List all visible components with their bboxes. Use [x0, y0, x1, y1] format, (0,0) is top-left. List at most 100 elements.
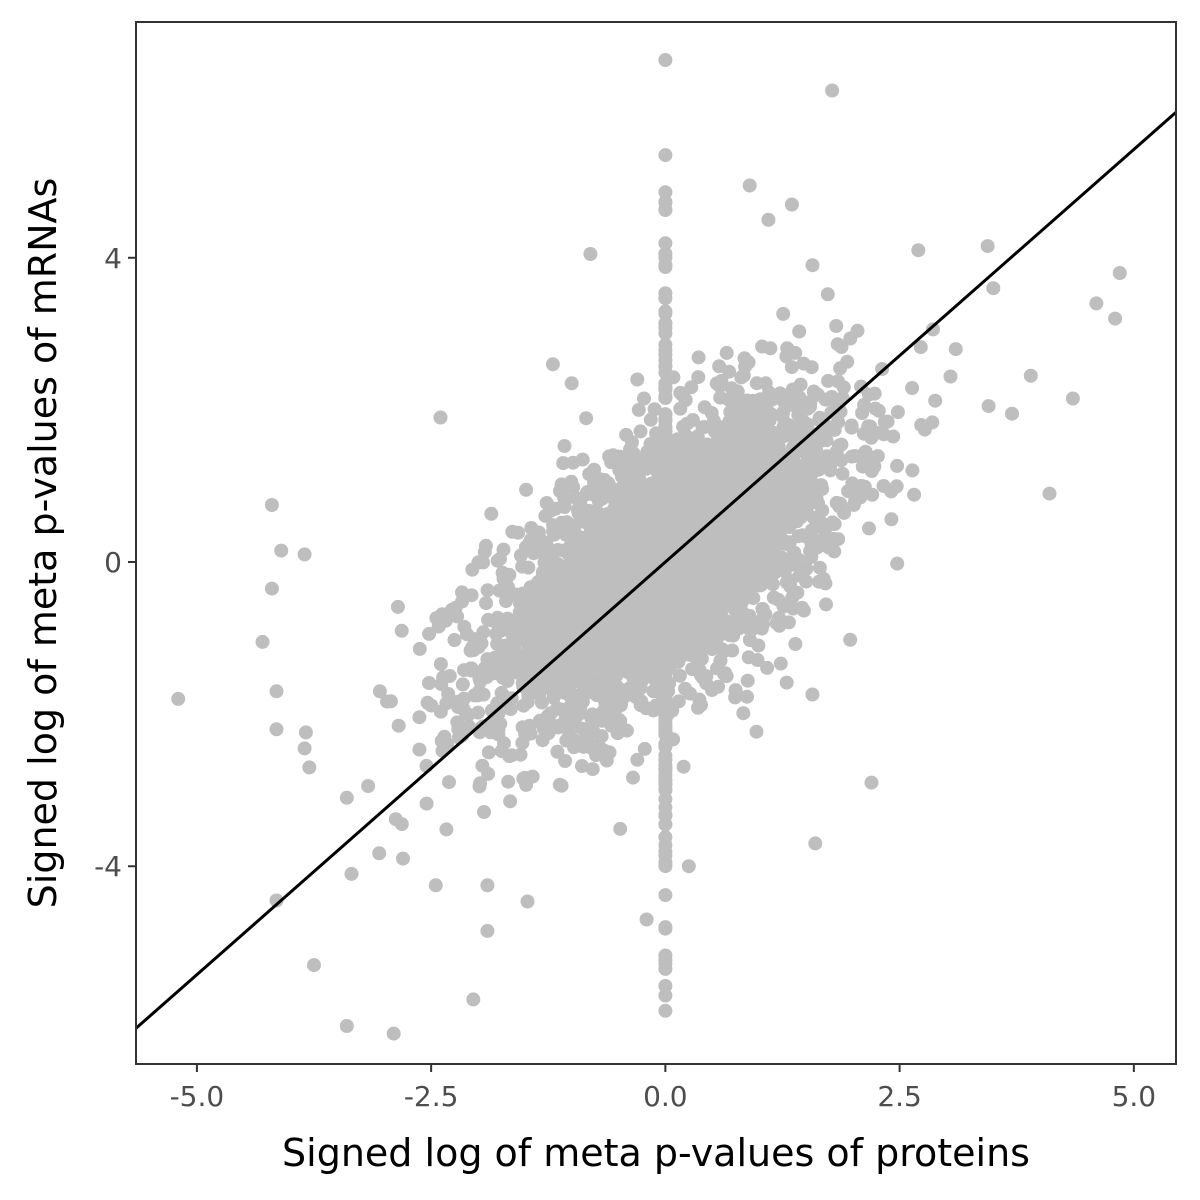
data-point — [564, 376, 579, 391]
data-point — [585, 530, 600, 545]
data-point — [864, 775, 879, 790]
data-point — [269, 684, 284, 699]
data-point — [658, 650, 673, 664]
data-point — [788, 443, 803, 458]
data-point — [658, 316, 673, 331]
data-point — [658, 988, 673, 1003]
data-point — [490, 721, 505, 736]
data-point — [647, 632, 662, 647]
data-point — [610, 573, 625, 588]
data-point — [676, 474, 691, 489]
data-point — [1005, 406, 1019, 421]
data-point — [749, 724, 764, 739]
data-point — [905, 463, 920, 478]
data-point — [461, 707, 476, 722]
data-point — [583, 247, 598, 261]
data-point — [773, 656, 788, 671]
data-point — [776, 306, 791, 321]
data-point — [737, 351, 752, 366]
data-point — [843, 632, 858, 647]
data-point — [810, 434, 825, 449]
data-point — [1065, 391, 1080, 406]
data-point — [302, 760, 317, 775]
data-point — [836, 380, 851, 395]
data-point — [658, 703, 673, 718]
data-point — [658, 534, 673, 549]
data-point — [563, 642, 578, 657]
data-point — [493, 551, 507, 566]
data-point — [486, 613, 501, 628]
data-point — [396, 851, 410, 866]
data-point — [550, 518, 565, 533]
data-point — [756, 555, 770, 570]
data-point — [505, 524, 520, 539]
x-tick-label: -5.0 — [170, 1080, 225, 1113]
data-point — [630, 752, 645, 767]
data-point — [736, 368, 751, 383]
data-point — [255, 634, 270, 649]
data-point — [749, 545, 764, 560]
data-point — [539, 643, 554, 658]
data-point — [520, 894, 535, 909]
data-point — [558, 710, 573, 725]
data-point — [683, 464, 698, 479]
data-point — [823, 457, 838, 472]
data-point — [691, 370, 706, 385]
data-point — [675, 589, 690, 604]
data-point — [692, 598, 707, 613]
data-point — [544, 706, 558, 721]
data-point — [981, 399, 996, 414]
data-point — [710, 638, 725, 653]
data-point — [733, 508, 748, 523]
data-point — [740, 485, 755, 500]
data-point — [948, 342, 963, 357]
data-point — [748, 416, 763, 431]
data-point — [779, 422, 794, 437]
data-point — [834, 340, 849, 354]
data-point — [890, 405, 905, 420]
data-point — [740, 689, 754, 704]
data-point — [501, 774, 516, 789]
data-point — [658, 961, 673, 976]
data-point — [524, 656, 538, 670]
data-point — [857, 479, 872, 494]
data-point — [658, 203, 673, 217]
data-point — [507, 587, 522, 602]
data-point — [698, 510, 713, 525]
data-point — [633, 424, 648, 439]
data-point — [521, 542, 536, 557]
data-point — [755, 456, 769, 471]
data-point — [792, 324, 807, 339]
data-point — [758, 376, 773, 391]
data-point — [819, 531, 834, 546]
data-point — [431, 619, 446, 634]
data-point — [455, 677, 470, 692]
data-point — [754, 441, 768, 456]
data-point — [800, 417, 815, 432]
data-point — [805, 687, 820, 702]
data-point — [683, 509, 697, 524]
data-point — [307, 958, 321, 973]
data-point — [715, 420, 730, 435]
data-point — [545, 357, 560, 372]
data-point — [545, 546, 559, 561]
data-point — [575, 694, 590, 709]
data-point — [675, 433, 690, 447]
data-point — [479, 670, 494, 684]
data-point — [439, 822, 454, 837]
data-point — [843, 331, 858, 346]
data-point — [748, 534, 763, 549]
data-point — [585, 762, 600, 777]
x-tick-label: 0.0 — [643, 1080, 688, 1113]
data-point — [619, 427, 634, 442]
data-point — [519, 482, 534, 497]
data-point — [845, 476, 860, 491]
data-point — [804, 477, 819, 491]
data-point — [690, 429, 705, 444]
data-point — [681, 859, 696, 874]
data-point — [907, 487, 922, 502]
data-point — [829, 495, 844, 510]
data-point — [504, 617, 519, 631]
data-point — [500, 673, 515, 688]
data-point — [644, 447, 659, 462]
